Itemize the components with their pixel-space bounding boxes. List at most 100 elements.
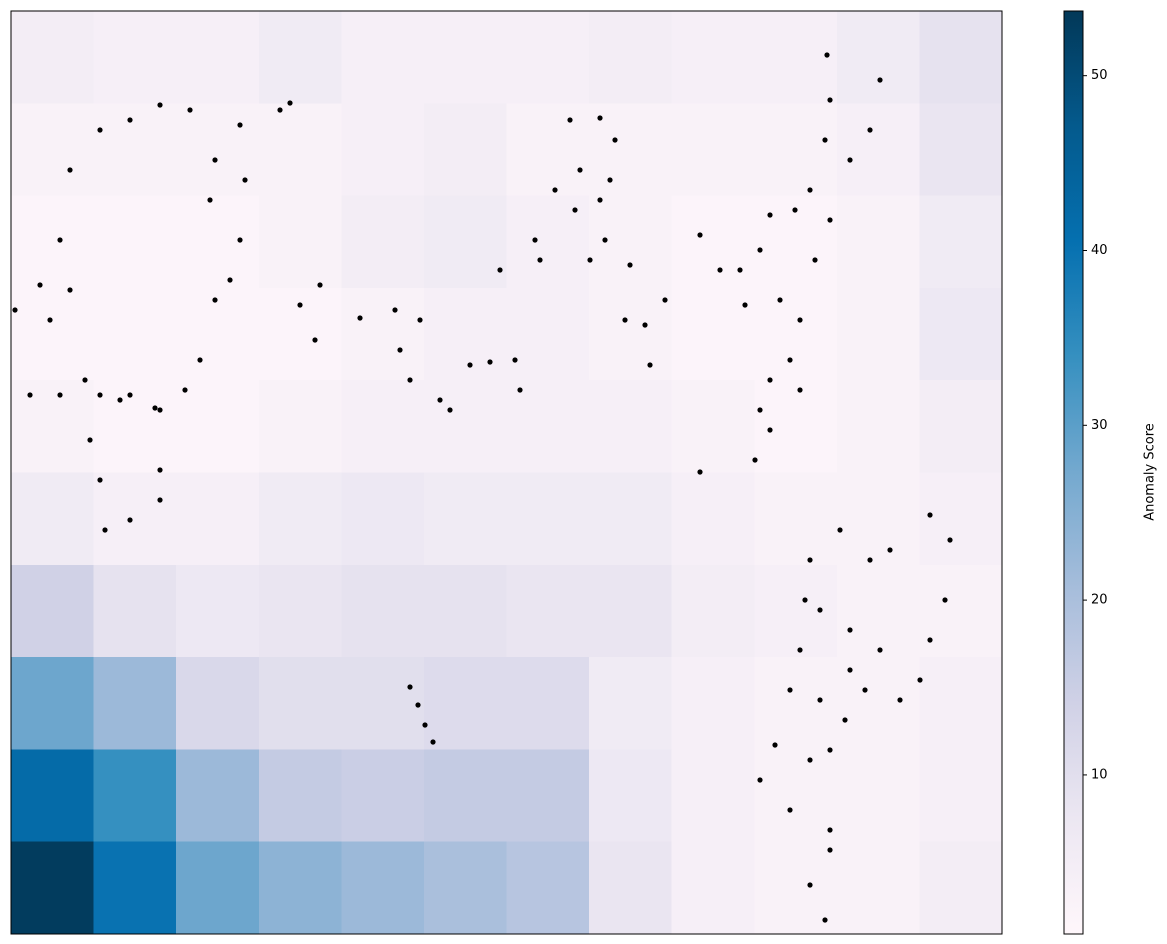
point [847, 667, 853, 673]
heatmap-cell [423, 749, 507, 843]
heatmap-cell [11, 841, 95, 935]
point [212, 297, 218, 303]
point [757, 247, 763, 253]
point [37, 282, 43, 288]
point [57, 392, 63, 398]
heatmap-cell [341, 287, 425, 381]
point [697, 469, 703, 475]
point [772, 742, 778, 748]
point [102, 527, 108, 533]
point [87, 437, 93, 443]
heatmap-cell [423, 564, 507, 658]
point [827, 747, 833, 753]
point [207, 197, 213, 203]
heatmap-cell [93, 657, 177, 750]
point [237, 237, 243, 243]
point [822, 137, 828, 143]
heatmap-cell [506, 841, 590, 935]
heatmap-cell [11, 380, 95, 473]
heatmap-cell [341, 657, 425, 750]
point [807, 187, 813, 193]
heatmap-cell [11, 749, 95, 843]
point [787, 807, 793, 813]
heatmap-cell [919, 287, 1003, 381]
point [822, 917, 828, 923]
point [787, 357, 793, 363]
point [415, 702, 421, 708]
heatmap-cell [258, 11, 342, 104]
heatmap-cell [93, 11, 177, 104]
point [817, 607, 823, 613]
point [812, 257, 818, 263]
heatmap-cell [589, 749, 673, 843]
heatmap-cell [341, 103, 425, 197]
point [97, 392, 103, 398]
heatmap-cell [258, 380, 342, 473]
heatmap-cell [341, 380, 425, 473]
point [437, 397, 443, 403]
point [537, 257, 543, 263]
heatmap-cell [176, 749, 260, 843]
heatmap-cell [506, 103, 590, 197]
heatmap-cell [919, 472, 1003, 566]
point [897, 697, 903, 703]
point [827, 217, 833, 223]
point [567, 117, 573, 123]
heatmap-cell [258, 472, 342, 566]
heatmap-cell [754, 103, 838, 197]
heatmap-cell [919, 841, 1003, 935]
point [67, 287, 73, 293]
heatmap-cell [589, 657, 673, 750]
heatmap-cell [671, 657, 755, 750]
point [827, 97, 833, 103]
point [827, 827, 833, 833]
point [487, 359, 493, 365]
heatmap-cell [836, 564, 920, 658]
heatmap-cell [423, 472, 507, 566]
heatmap-cell [589, 564, 673, 658]
point [577, 167, 583, 173]
heatmap-cell [11, 195, 95, 289]
heatmap-cell [836, 380, 920, 473]
point [67, 167, 73, 173]
heatmap-cell [671, 564, 755, 658]
point [697, 232, 703, 238]
heatmap-cell [506, 564, 590, 658]
point [157, 497, 163, 503]
heatmap-cell [93, 287, 177, 381]
heatmap-cell [176, 103, 260, 197]
point [467, 362, 473, 368]
point [317, 282, 323, 288]
point [877, 647, 883, 653]
point [447, 407, 453, 413]
point [777, 297, 783, 303]
heatmap-cell [754, 472, 838, 566]
point [127, 117, 133, 123]
heatmap-cell [836, 11, 920, 104]
point [817, 697, 823, 703]
heatmap-cell [671, 380, 755, 473]
point [927, 512, 933, 518]
heatmap-cell [836, 841, 920, 935]
point [887, 547, 893, 553]
point [647, 362, 653, 368]
point [742, 302, 748, 308]
point [157, 102, 163, 108]
point [407, 684, 413, 690]
heatmap-cell [423, 11, 507, 104]
point [807, 757, 813, 763]
point [767, 377, 773, 383]
heatmap-cell [11, 564, 95, 658]
heatmap-cell [176, 287, 260, 381]
point [622, 317, 628, 323]
heatmap-cell [836, 657, 920, 750]
point [127, 392, 133, 398]
point [847, 627, 853, 633]
point [824, 52, 830, 58]
colorbar-tick-label: 10 [1091, 767, 1108, 782]
heatmap-cell [919, 749, 1003, 843]
point [837, 527, 843, 533]
heatmap-cell [176, 472, 260, 566]
heatmap-cell [176, 564, 260, 658]
point [82, 377, 88, 383]
